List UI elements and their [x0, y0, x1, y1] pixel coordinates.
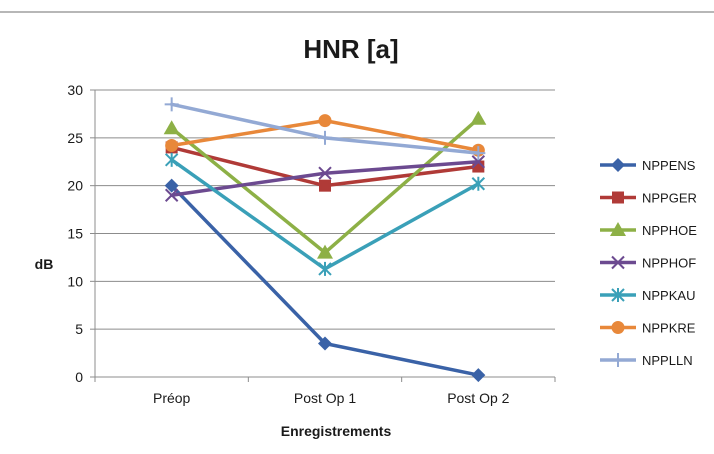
y-tick-label: 0 [75, 369, 83, 385]
legend-item-nppger: NPPGER [600, 191, 697, 206]
legend-marker [611, 321, 625, 334]
data-point-nppger [319, 179, 331, 192]
legend-label: NPPHOE [642, 223, 697, 238]
data-point-npphof [318, 166, 332, 180]
legend-item-nppens: NPPENS [600, 158, 696, 173]
marker-stroke [164, 188, 179, 202]
data-point-nppkau [164, 152, 179, 167]
legend-marker [610, 222, 626, 236]
y-tick-label: 25 [67, 130, 83, 146]
data-point-nppkau [471, 176, 486, 191]
legend-label: NPPKAU [642, 288, 695, 303]
legend-marker [611, 255, 625, 270]
x-tick-label: Post Op 1 [294, 390, 356, 406]
chart-title: HNR [a] [303, 34, 398, 64]
legend-marker [612, 191, 624, 204]
legend-item-nppkre: NPPKRE [600, 321, 696, 336]
legend-label: NPPENS [642, 158, 696, 173]
series-npphoe [163, 110, 487, 259]
data-point-nppkau [318, 261, 332, 276]
data-point-nppkre [165, 138, 179, 152]
data-point-npphof [471, 155, 486, 169]
series-lines [163, 97, 487, 383]
data-point-npplln [164, 97, 179, 112]
legend-item-npplln: NPPLLN [600, 353, 693, 368]
data-point-npplln [471, 146, 486, 161]
legend-label: NPPKRE [642, 321, 696, 336]
y-tick-label: 30 [67, 82, 83, 98]
data-point-npphof [164, 188, 179, 202]
legend-label: NPPLLN [642, 353, 693, 368]
series-nppens [164, 178, 486, 383]
data-point-nppens [471, 368, 486, 383]
y-tick-label: 15 [67, 226, 83, 242]
legend-marker [611, 288, 625, 302]
marker-stroke [471, 155, 486, 169]
x-tick-labels: Préop Post Op 1 Post Op 2 [153, 390, 510, 406]
legend-label: NPPGER [642, 191, 697, 206]
legend-marker [611, 158, 625, 172]
data-point-npplln [318, 130, 332, 145]
series-nppkau [164, 152, 486, 276]
series-npphof [164, 155, 486, 202]
legend-label: NPPHOF [642, 256, 696, 271]
legend-item-nppkau: NPPKAU [600, 288, 695, 303]
x-tick-label: Post Op 2 [447, 390, 509, 406]
legend-item-npphoe: NPPHOE [600, 222, 697, 238]
y-tick-label: 20 [67, 178, 83, 194]
x-tick-label: Préop [153, 390, 191, 406]
legend: NPPENS NPPGER NPPHOE NPPHOF NPPKAU NPPKRE NPPL… [600, 158, 697, 368]
y-tick-label: 10 [67, 273, 83, 289]
data-point-nppens [164, 178, 179, 193]
x-axis-label: Enregistrements [281, 423, 392, 439]
y-tick-label: 5 [75, 321, 83, 337]
marker-stroke [318, 166, 332, 180]
y-axis-label: dB [35, 256, 54, 272]
data-point-npphoe [317, 244, 333, 259]
marker-stroke [611, 255, 625, 270]
data-point-nppens [318, 336, 332, 351]
data-point-npphoe [163, 120, 180, 135]
data-point-nppkre [318, 114, 332, 128]
legend-marker [611, 353, 625, 367]
series-npplln [164, 97, 486, 161]
legend-item-npphof: NPPHOF [600, 256, 696, 271]
y-tick-labels: 0 5 10 15 20 25 30 [67, 82, 83, 385]
data-point-npphoe [470, 110, 487, 125]
